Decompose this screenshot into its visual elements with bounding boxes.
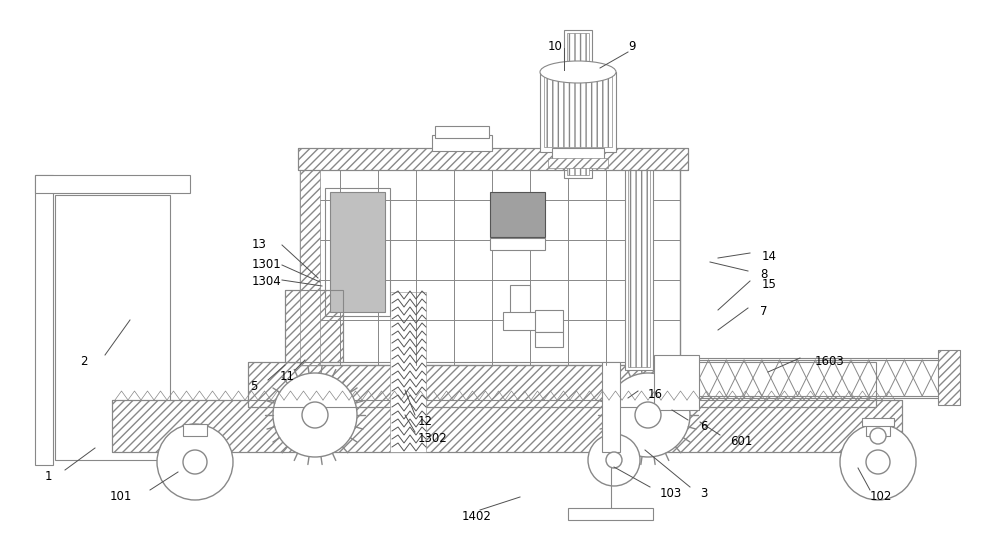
Bar xyxy=(432,135,492,151)
Text: 9: 9 xyxy=(628,40,636,53)
Text: 12: 12 xyxy=(418,415,433,428)
Circle shape xyxy=(840,424,916,500)
Circle shape xyxy=(273,373,357,457)
Bar xyxy=(567,33,589,175)
Circle shape xyxy=(157,424,233,500)
Bar xyxy=(510,285,530,315)
Text: 1302: 1302 xyxy=(418,432,448,445)
Text: 15: 15 xyxy=(762,278,777,291)
Ellipse shape xyxy=(540,61,616,83)
Circle shape xyxy=(606,452,622,468)
Bar xyxy=(540,72,616,152)
Text: 1603: 1603 xyxy=(815,355,845,368)
Bar xyxy=(568,508,653,520)
Bar xyxy=(330,192,385,312)
Text: 8: 8 xyxy=(760,268,767,281)
Bar xyxy=(285,290,343,362)
Text: 1: 1 xyxy=(45,470,52,483)
Bar xyxy=(390,292,426,452)
Bar xyxy=(300,160,320,365)
Bar xyxy=(435,126,489,138)
Text: 103: 103 xyxy=(660,487,682,500)
Bar xyxy=(862,418,894,426)
Bar xyxy=(503,312,537,330)
Text: 6: 6 xyxy=(700,420,708,433)
Bar xyxy=(548,158,608,168)
Text: 11: 11 xyxy=(280,370,295,383)
Text: 102: 102 xyxy=(870,490,892,503)
Text: 13: 13 xyxy=(252,238,267,251)
Bar xyxy=(628,163,650,367)
Bar xyxy=(35,175,190,193)
Bar xyxy=(564,30,592,178)
Bar xyxy=(625,160,653,370)
Text: 7: 7 xyxy=(760,305,768,318)
Bar xyxy=(55,195,170,460)
Bar xyxy=(552,148,604,160)
Text: 14: 14 xyxy=(762,250,777,263)
Bar xyxy=(112,400,902,452)
Text: 3: 3 xyxy=(700,487,707,500)
Text: 601: 601 xyxy=(730,435,752,448)
Circle shape xyxy=(183,450,207,474)
Circle shape xyxy=(302,402,328,428)
Bar xyxy=(490,238,545,250)
Circle shape xyxy=(870,428,886,444)
Bar xyxy=(535,310,563,332)
Bar xyxy=(35,175,53,465)
Bar xyxy=(535,332,563,347)
Bar xyxy=(248,362,876,407)
Bar xyxy=(544,75,612,147)
Bar xyxy=(654,355,699,410)
Bar xyxy=(655,360,940,396)
Circle shape xyxy=(606,373,690,457)
Bar xyxy=(325,188,390,316)
Bar xyxy=(938,350,960,405)
Bar xyxy=(298,148,688,170)
Bar xyxy=(602,362,620,452)
Bar xyxy=(490,192,545,237)
Text: 5: 5 xyxy=(250,380,257,393)
Bar xyxy=(248,362,876,407)
Text: 1402: 1402 xyxy=(462,510,492,523)
Bar xyxy=(298,148,688,170)
Bar xyxy=(183,424,207,436)
Text: 1301: 1301 xyxy=(252,258,282,271)
Text: 16: 16 xyxy=(648,388,663,401)
Circle shape xyxy=(866,450,890,474)
Bar xyxy=(938,350,960,405)
Text: 101: 101 xyxy=(110,490,132,503)
Bar xyxy=(300,160,680,365)
Text: 2: 2 xyxy=(80,355,88,368)
Text: 10: 10 xyxy=(548,40,563,53)
Text: 1304: 1304 xyxy=(252,275,282,288)
Bar xyxy=(285,290,343,362)
Circle shape xyxy=(635,402,661,428)
Circle shape xyxy=(588,434,640,486)
Bar xyxy=(866,424,890,436)
Bar xyxy=(112,400,902,452)
